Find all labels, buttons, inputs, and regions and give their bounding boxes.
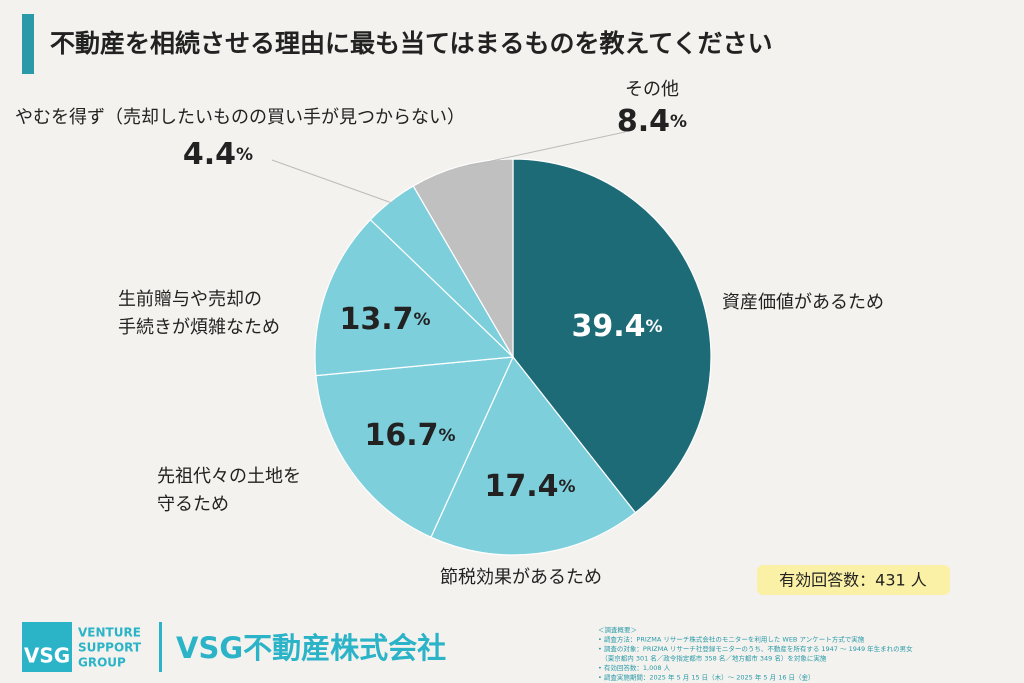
title-accent bbox=[22, 14, 34, 74]
value-label: 39.4% bbox=[571, 309, 662, 344]
leader-line bbox=[467, 131, 626, 167]
value-label: 8.4% bbox=[617, 104, 687, 139]
value-label: 4.4% bbox=[183, 137, 253, 172]
note-box bbox=[757, 565, 950, 595]
survey-line: • 調査実施期間：2025 年 5 月 15 日（木）〜 2025 年 5 月 … bbox=[598, 673, 815, 682]
chart-title: 不動産を相続させる理由に最も当てはまるものを教えてください bbox=[50, 29, 773, 58]
logo-mark-bg bbox=[22, 622, 72, 672]
survey-line: • 調査の対象：PRIZMA リサーチ社登録モニターのうち、不動産を所有する 1… bbox=[598, 644, 913, 653]
category-label: 資産価値があるため bbox=[722, 292, 884, 313]
pie-slice bbox=[315, 356, 514, 538]
logo-text: SUPPORT bbox=[78, 641, 142, 655]
category-label: その他 bbox=[625, 79, 679, 100]
pie-slice bbox=[512, 158, 712, 514]
category-label: 節税効果があるため bbox=[440, 567, 602, 588]
logo-text: GROUP bbox=[78, 656, 126, 670]
note: 有効回答数：431 人 bbox=[779, 571, 927, 590]
category-label: やむを得ず（売却したいものの買い手が見つからない） bbox=[15, 107, 465, 128]
separator bbox=[159, 622, 162, 672]
leader-line bbox=[271, 159, 393, 204]
logo-mark: VSG bbox=[24, 644, 70, 668]
category-label: 生前贈与や売却の手続きが煩雑なため bbox=[118, 289, 280, 338]
pie-slice bbox=[314, 218, 515, 377]
pie-slice bbox=[430, 355, 637, 556]
value-label: 16.7% bbox=[364, 418, 455, 453]
survey-line: ＜調査概要＞ bbox=[598, 625, 637, 634]
survey-line: • 調査方法：PRIZMA リサーチ株式会社のモニターを利用した WEB アンケ… bbox=[598, 635, 865, 644]
logo-text: VENTURE bbox=[78, 626, 141, 640]
category-label: 先祖代々の土地を守るため bbox=[157, 466, 301, 515]
survey-line: （東京都内 301 名／政令指定都市 358 名／地方都市 349 名）を対象に… bbox=[598, 654, 827, 663]
company-name: VSG不動産株式会社 bbox=[176, 631, 446, 665]
value-label: 17.4% bbox=[484, 469, 575, 504]
survey-line: • 有効回答数：1,008 人 bbox=[598, 663, 671, 672]
pie-slice bbox=[412, 158, 514, 360]
value-label: 13.7% bbox=[339, 302, 430, 337]
